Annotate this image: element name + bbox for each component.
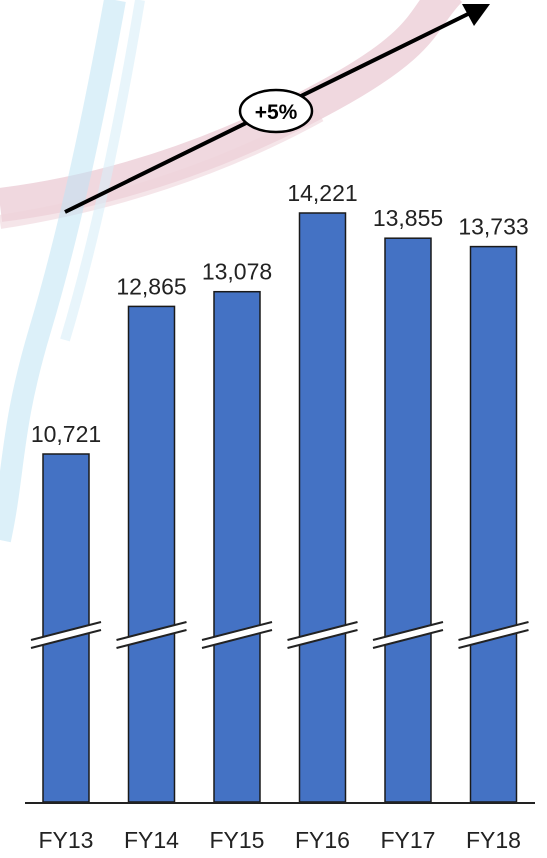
axis-break-mark	[458, 621, 529, 649]
value-label-fy17: 13,855	[373, 205, 443, 231]
category-label-fy17: FY17	[381, 827, 436, 853]
axis-break-marks	[30, 621, 529, 649]
value-labels: 10,721 12,865 13,078 14,221 13,855 13,733	[31, 180, 529, 447]
axis-break-mark	[372, 621, 444, 649]
bar-fy15	[213, 290, 261, 803]
growth-badge	[238, 88, 314, 134]
category-label-fy18: FY18	[466, 827, 521, 853]
category-label-fy16: FY16	[295, 827, 350, 853]
axis-break-mark	[30, 621, 102, 649]
axis-break-mark	[116, 621, 187, 649]
value-label-fy15: 13,078	[202, 259, 272, 285]
category-labels: FY13 FY14 FY15 FY16 FY17 FY18	[39, 827, 521, 853]
axis-break-mark	[287, 621, 358, 649]
value-label-fy16: 14,221	[287, 180, 357, 206]
value-label-fy13: 10,721	[31, 421, 101, 447]
bar-fy17	[384, 237, 432, 803]
arrow-head-icon	[462, 4, 490, 26]
bar-fy18	[469, 245, 518, 803]
bars	[42, 212, 518, 803]
category-label-fy14: FY14	[124, 827, 179, 853]
value-label-fy14: 12,865	[116, 273, 186, 299]
category-label-fy13: FY13	[39, 827, 94, 853]
value-label-fy18: 13,733	[458, 214, 528, 240]
bar-fy14	[127, 305, 176, 803]
growth-badge-label: +5%	[255, 101, 298, 124]
growth-arrow-annotation: +5%	[64, 4, 490, 214]
bar-fy16	[298, 212, 347, 803]
axis-break-mark	[201, 621, 273, 649]
category-label-fy15: FY15	[210, 827, 265, 853]
